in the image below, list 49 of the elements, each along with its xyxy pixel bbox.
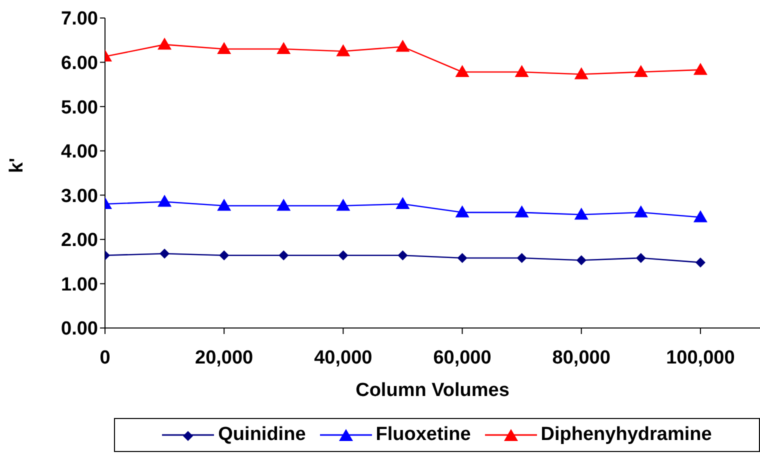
x-tick-label: 20,000 [195, 347, 254, 368]
point [514, 205, 529, 218]
y-tick-label: 1.00 [61, 274, 98, 296]
legend-label: Quinidine [217, 424, 306, 446]
point [158, 194, 172, 207]
legend-label: Fluoxetine [374, 424, 471, 446]
x-tick-label: 100,000 [666, 347, 735, 368]
y-tick-label: 3.00 [61, 186, 98, 207]
point [576, 255, 586, 266]
x-tick-label: 0 [100, 347, 110, 368]
point [455, 65, 470, 78]
point [160, 248, 170, 259]
point [219, 250, 230, 260]
point [276, 42, 291, 54]
y-tick-label: 5.00 [61, 97, 98, 118]
point [276, 198, 291, 211]
point [398, 250, 408, 260]
point [217, 42, 232, 54]
x-tick-label: 80,000 [552, 347, 610, 368]
point [574, 208, 588, 220]
y-tick-label: 6.00 [61, 53, 98, 74]
point [396, 197, 410, 209]
point [158, 38, 172, 50]
point [457, 253, 468, 264]
y-tick-label: 4.00 [61, 142, 98, 163]
y-tick-label: 7.00 [61, 8, 98, 30]
point [455, 205, 470, 218]
point [574, 67, 588, 80]
point [217, 198, 232, 211]
x-tick-label: 60,000 [433, 347, 492, 368]
x-axis-title: Column Volumes [356, 380, 510, 401]
y-tick-label: 2.00 [61, 230, 98, 252]
point [514, 65, 529, 78]
point [695, 257, 706, 268]
x-tick-label: 40,000 [314, 347, 372, 368]
point [396, 40, 410, 52]
point [278, 250, 289, 260]
y-axis-title: k' [6, 158, 28, 173]
point [338, 250, 348, 260]
point [636, 253, 646, 264]
point [336, 44, 350, 56]
legend-label: Diphenyhydramine [540, 424, 712, 446]
point [336, 198, 350, 211]
y-tick-label: 0.00 [61, 318, 98, 340]
point [634, 205, 648, 218]
point [693, 62, 708, 75]
point [693, 210, 708, 222]
point [516, 253, 527, 264]
point [634, 65, 648, 78]
